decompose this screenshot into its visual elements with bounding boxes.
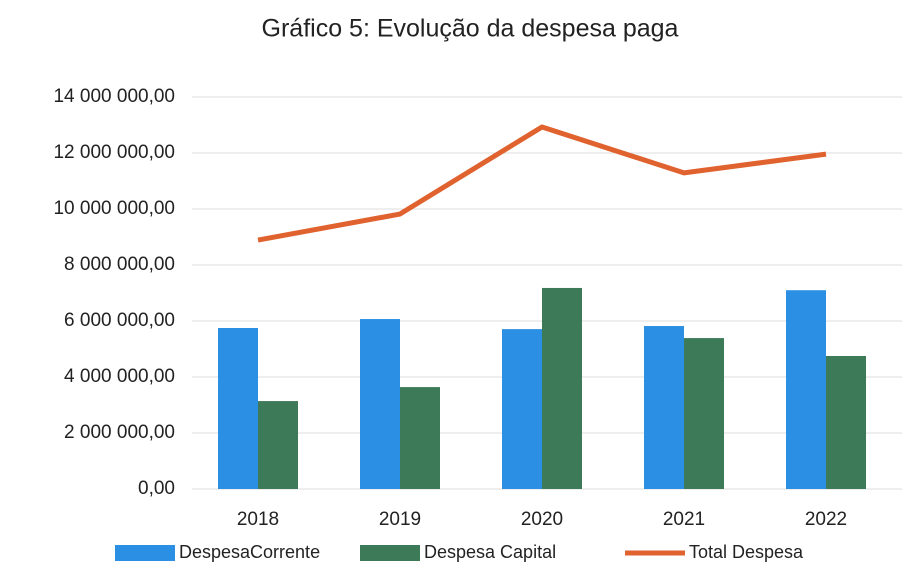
y-tick-label: 2 000 000,00	[64, 422, 175, 443]
legend-label: Despesa Capital	[424, 542, 556, 562]
bar	[644, 326, 684, 489]
y-tick-label: 0,00	[138, 478, 175, 499]
bar	[258, 401, 298, 489]
legend-label: DespesaCorrente	[179, 542, 320, 562]
x-tick-label: 2018	[237, 509, 279, 530]
y-tick-label: 10 000 000,00	[53, 198, 175, 219]
x-tick-label: 2021	[663, 509, 705, 530]
bar	[684, 338, 724, 489]
y-tick-label: 12 000 000,00	[53, 142, 175, 163]
y-tick-label: 14 000 000,00	[53, 86, 175, 107]
x-tick-label: 2020	[521, 509, 563, 530]
y-tick-label: 6 000 000,00	[64, 310, 175, 331]
line	[257, 124, 827, 243]
bar	[502, 329, 542, 489]
bar	[400, 387, 440, 489]
bar	[826, 356, 866, 489]
y-tick-label: 4 000 000,00	[64, 366, 175, 387]
legend-label: Total Despesa	[689, 542, 804, 562]
y-tick-label: 8 000 000,00	[64, 254, 175, 275]
x-tick-label: 2022	[805, 509, 847, 530]
x-tick-label: 2019	[379, 509, 421, 530]
legend-swatch	[360, 545, 420, 561]
bar	[360, 319, 400, 489]
bar	[786, 290, 826, 489]
legend-swatch	[115, 545, 175, 561]
bar	[542, 287, 582, 489]
bar	[218, 328, 258, 489]
chart-title: Gráfico 5: Evolução da despesa paga	[262, 15, 679, 43]
